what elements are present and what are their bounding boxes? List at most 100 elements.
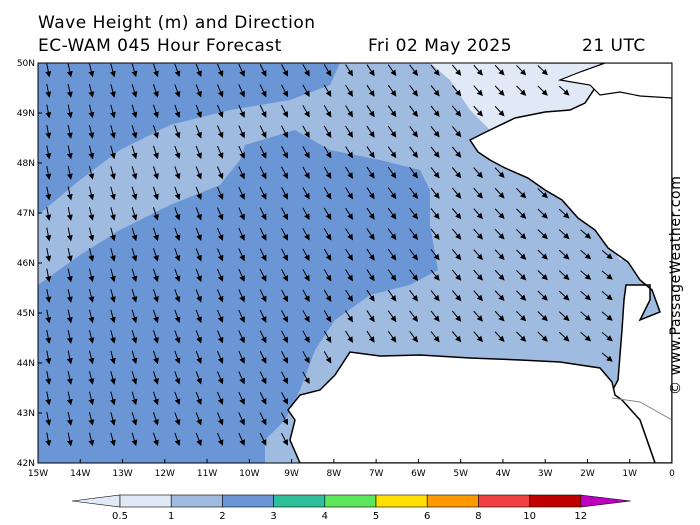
watermark-text: © www.PassageWeather.com (668, 175, 684, 395)
direction-arrow (238, 227, 245, 241)
direction-arrow (131, 350, 138, 365)
direction-arrow (473, 64, 483, 76)
direction-arrow (281, 412, 288, 426)
direction-arrow (473, 310, 483, 322)
direction-arrow (558, 249, 570, 260)
direction-arrow (110, 268, 116, 283)
direction-arrow (195, 63, 202, 77)
direction-arrow (88, 330, 95, 344)
direction-arrow (281, 166, 288, 180)
direction-arrow (110, 248, 116, 262)
legend-label: 12 (574, 511, 587, 522)
direction-arrow (110, 145, 116, 160)
direction-arrow (152, 350, 159, 365)
direction-arrow (152, 125, 159, 139)
direction-arrow (601, 352, 613, 362)
direction-arrow (259, 248, 267, 262)
direction-arrow (66, 309, 73, 324)
legend-label: 1 (168, 511, 174, 522)
direction-arrow (387, 166, 397, 179)
direction-arrow (131, 104, 138, 119)
direction-arrow (366, 64, 375, 77)
direction-arrow (537, 311, 548, 322)
direction-arrow (174, 227, 181, 242)
direction-arrow (302, 146, 310, 159)
direction-arrow (131, 186, 138, 201)
direction-arrow (131, 207, 138, 221)
legend-label: 10 (523, 511, 536, 522)
direction-arrow (131, 84, 138, 98)
direction-arrow (366, 166, 375, 179)
direction-arrow (580, 290, 592, 301)
direction-arrow (174, 268, 181, 283)
direction-arrow (195, 227, 202, 241)
direction-arrow (88, 166, 95, 180)
direction-arrow (281, 433, 288, 446)
direction-arrow (174, 248, 181, 262)
direction-arrow (366, 310, 375, 323)
direction-arrow (473, 290, 483, 302)
direction-arrow (152, 330, 159, 344)
direction-arrow (281, 146, 288, 159)
lat-label: 43N (17, 409, 35, 419)
direction-arrow (238, 63, 245, 77)
direction-arrow (451, 228, 462, 240)
direction-arrow (345, 105, 353, 118)
latitude-labels: 50N 49N 48N 47N 46N 45N 44N 43N 42N (17, 59, 42, 469)
direction-arrow (430, 167, 440, 179)
direction-arrow (195, 145, 202, 159)
direction-arrow (238, 166, 245, 180)
direction-arrow (66, 207, 73, 221)
direction-arrow (259, 330, 267, 344)
direction-arrow (45, 330, 52, 344)
lon-label: 0 (669, 469, 675, 479)
lat-label: 42N (17, 459, 35, 469)
direction-arrow (259, 289, 267, 303)
wave-height-legend: 0.5 1 2 3 4 5 6 8 10 12 (71, 494, 631, 522)
direction-arrow (174, 207, 181, 221)
direction-arrow (302, 187, 310, 200)
lat-label: 44N (17, 359, 35, 369)
direction-arrow (302, 84, 310, 98)
direction-arrow (110, 371, 116, 385)
direction-arrow (66, 371, 73, 385)
direction-arrow (451, 105, 462, 117)
border-line (611, 397, 672, 421)
direction-arrow (45, 350, 52, 365)
forecast-date: Fri 02 May 2025 (368, 36, 513, 56)
direction-arrow (110, 207, 116, 221)
direction-arrow (281, 371, 288, 385)
direction-arrow (409, 84, 418, 97)
direction-arrow (174, 371, 181, 385)
direction-arrow (174, 391, 181, 406)
direction-arrow (387, 64, 397, 77)
direction-arrow (66, 145, 73, 160)
direction-arrow (302, 351, 310, 364)
direction-arrow (238, 350, 245, 364)
lat-label: 47N (17, 209, 35, 219)
direction-arrow (66, 268, 73, 283)
direction-arrow (152, 432, 159, 447)
direction-arrow (281, 310, 288, 323)
direction-arrow (152, 248, 159, 262)
direction-arrow (537, 290, 548, 301)
direction-arrow (195, 207, 202, 221)
direction-arrow (558, 290, 570, 301)
direction-arrow (558, 331, 570, 342)
direction-arrow (601, 331, 613, 342)
direction-arrow (537, 188, 548, 199)
direction-arrow (473, 249, 483, 261)
direction-arrow (387, 84, 397, 97)
direction-arrow (537, 270, 548, 281)
wave-map: 50N 49N 48N 47N 46N 45N 44N 43N 42N 15W 14W 13W 12W… (17, 59, 675, 479)
lon-label: 7W (369, 469, 384, 479)
direction-arrow (217, 350, 224, 364)
direction-arrow (88, 145, 95, 160)
direction-arrow (516, 85, 527, 96)
direction-arrow (345, 166, 353, 179)
direction-arrow (238, 125, 245, 139)
direction-arrow (430, 208, 440, 220)
direction-arrow (152, 186, 159, 201)
direction-arrow (259, 227, 267, 241)
direction-arrow (430, 331, 440, 343)
